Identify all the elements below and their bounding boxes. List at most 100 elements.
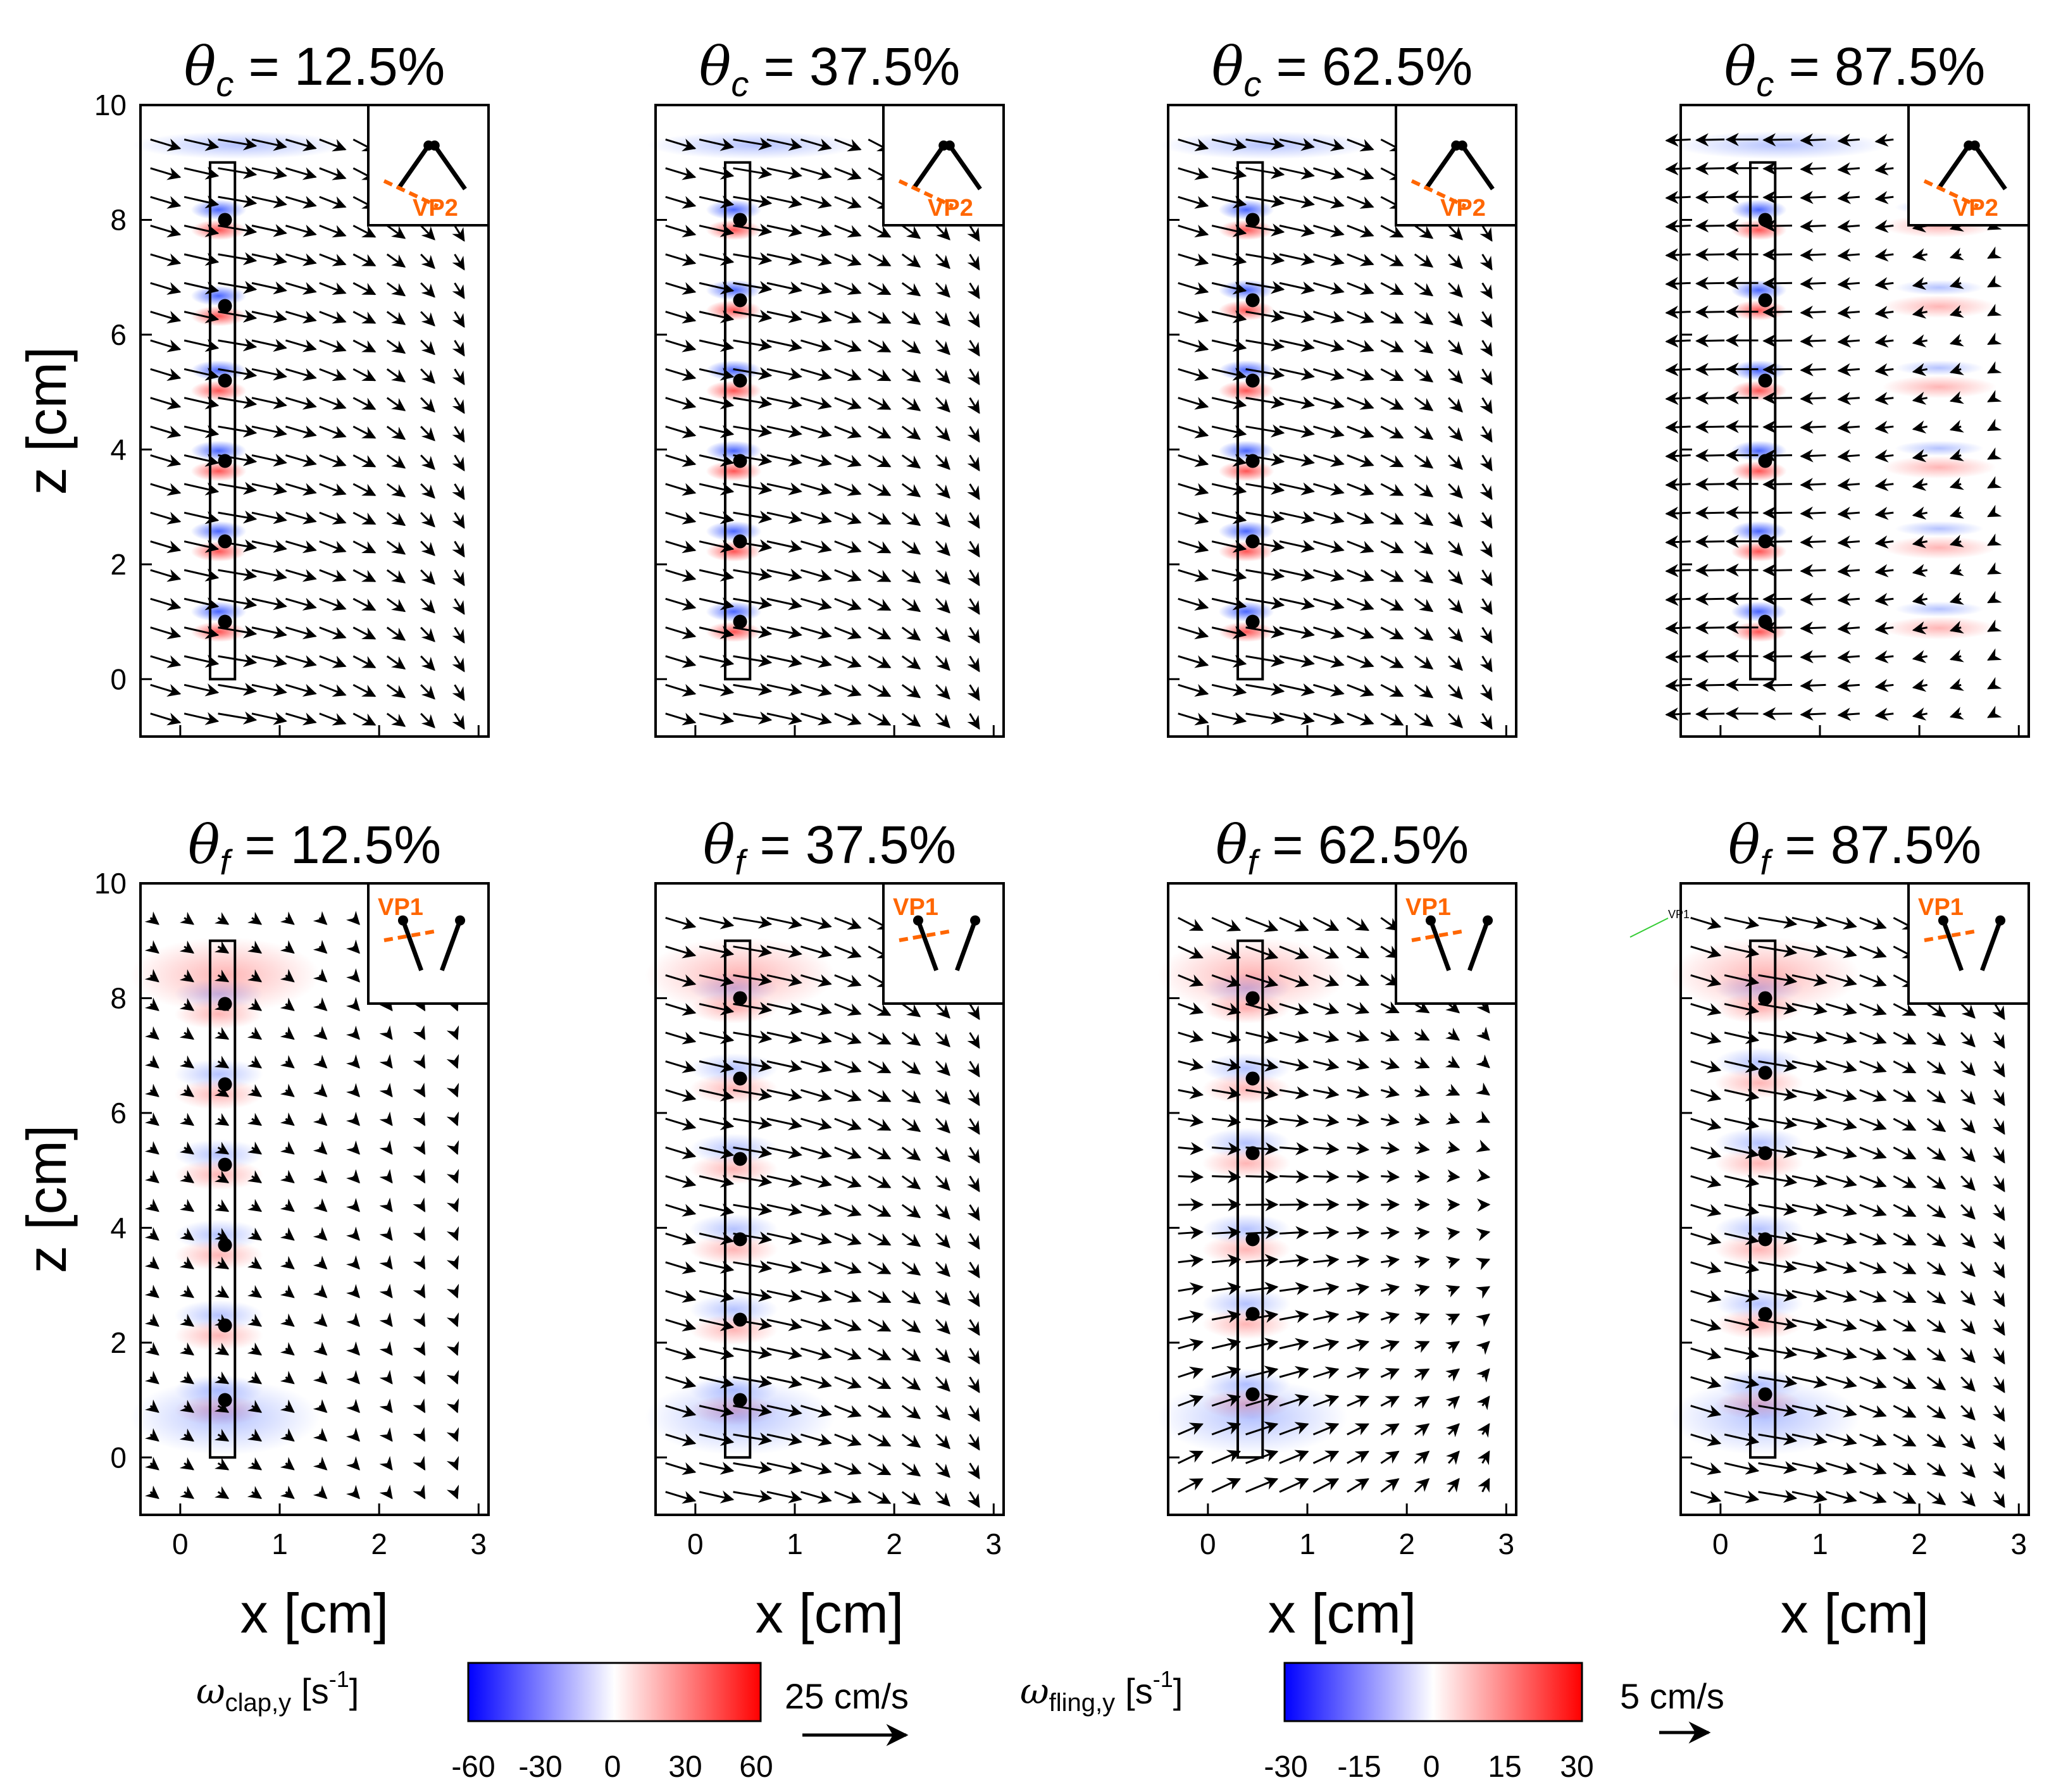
velocity-arrow <box>868 1319 892 1332</box>
velocity-arrow <box>1245 338 1285 352</box>
colorbar-fling-tick: 30 <box>1560 1750 1593 1784</box>
velocity-arrow <box>1279 1170 1309 1184</box>
vorticity-negative <box>1895 280 1984 296</box>
velocity-arrow <box>251 425 287 439</box>
velocity-arrow <box>285 282 317 295</box>
velocity-arrow <box>1211 540 1247 553</box>
y-tick-label: 10 <box>94 89 127 121</box>
velocity-arrow <box>935 598 950 614</box>
velocity-arrow <box>386 569 406 583</box>
velocity-arrow <box>1448 454 1463 470</box>
velocity-arrow <box>346 1284 361 1298</box>
velocity-arrow <box>1826 945 1857 959</box>
view-plane-label: VP1 <box>1405 894 1451 921</box>
velocity-arrow <box>1347 1114 1370 1127</box>
velocity-arrow <box>452 340 465 357</box>
velocity-arrow <box>319 196 347 209</box>
velocity-arrow <box>452 540 465 558</box>
x-axis-label: x [cm] <box>240 1582 389 1645</box>
velocity-arrow <box>144 1485 159 1500</box>
velocity-arrow <box>1758 1088 1798 1101</box>
velocity-arrow <box>285 339 317 352</box>
velocity-arrow <box>446 1369 459 1385</box>
velocity-arrow <box>420 311 435 327</box>
velocity-arrow <box>935 684 950 700</box>
velocity-arrow <box>1826 1204 1857 1217</box>
velocity-arrow <box>901 1175 921 1190</box>
velocity-arrow <box>1178 1002 1204 1015</box>
velocity-arrow <box>1414 511 1434 526</box>
velocity-arrow <box>379 1197 393 1212</box>
vorticity-negative <box>130 1379 320 1455</box>
velocity-arrow <box>346 1484 361 1500</box>
view-plane-label: VP2 <box>928 195 973 221</box>
velocity-arrow <box>1695 219 1725 233</box>
velocity-arrow <box>967 1405 980 1422</box>
velocity-arrow <box>247 1055 263 1069</box>
velocity-arrow <box>313 1399 328 1414</box>
velocity-arrow <box>901 1117 921 1133</box>
velocity-arrow <box>1874 190 1894 204</box>
velocity-arrow <box>446 1455 459 1471</box>
y-axis-label: z [cm] <box>15 347 78 495</box>
velocity-arrow <box>1837 535 1860 549</box>
velocity-arrow <box>1414 1283 1430 1297</box>
title-symbol: θ <box>184 35 216 97</box>
velocity-arrow <box>1178 1422 1204 1436</box>
panel-title: θc = 87.5% <box>1724 35 1986 104</box>
velocity-arrow <box>452 712 465 730</box>
velocity-arrow <box>1178 1226 1204 1240</box>
velocity-arrow <box>1178 511 1209 525</box>
vorticity-negative <box>1218 360 1274 381</box>
y-tick-label: 10 <box>94 867 127 900</box>
velocity-arrow <box>1724 1289 1760 1303</box>
velocity-arrow <box>1724 1462 1760 1475</box>
velocity-arrow <box>665 569 697 582</box>
velocity-arrow <box>800 1204 832 1217</box>
velocity-arrow <box>313 1226 328 1241</box>
velocity-arrow <box>280 1457 295 1471</box>
velocity-arrow <box>1445 1256 1460 1269</box>
velocity-arrow <box>1791 1145 1828 1159</box>
velocity-arrow <box>413 1025 426 1040</box>
velocity-arrow <box>868 339 892 353</box>
velocity-arrow <box>733 568 773 582</box>
velocity-arrow <box>699 425 735 439</box>
velocity-arrow <box>901 1347 921 1362</box>
velocity-arrow <box>1380 1085 1400 1098</box>
velocity-arrow <box>967 656 980 673</box>
bristle-dot <box>218 1157 232 1172</box>
velocity-arrow <box>214 1055 230 1069</box>
velocity-arrow <box>280 1285 295 1298</box>
velocity-arrow <box>346 1370 361 1384</box>
velocity-arrow <box>733 166 773 180</box>
velocity-arrow <box>1313 425 1345 439</box>
velocity-arrow <box>834 1462 862 1476</box>
velocity-arrow <box>280 1399 295 1413</box>
velocity-arrow <box>1414 253 1434 268</box>
vorticity-positive <box>1218 380 1274 401</box>
velocity-arrow <box>346 1083 361 1098</box>
velocity-arrow <box>1414 655 1434 670</box>
velocity-arrow <box>1178 1395 1204 1407</box>
velocity-arrow <box>1279 1450 1309 1464</box>
velocity-arrow <box>247 1198 263 1212</box>
velocity-arrow <box>1949 305 1964 318</box>
velocity-arrow <box>733 1059 773 1073</box>
velocity-field <box>150 137 465 730</box>
velocity-arrow <box>150 311 182 324</box>
velocity-arrow <box>313 1169 328 1184</box>
velocity-arrow <box>1800 621 1826 635</box>
velocity-arrow <box>935 368 950 384</box>
velocity-arrow <box>420 655 435 671</box>
velocity-arrow <box>1859 1146 1887 1160</box>
velocity-arrow <box>1893 1003 1917 1016</box>
velocity-arrow <box>1446 1169 1460 1183</box>
velocity-arrow <box>1874 707 1894 721</box>
velocity-arrow <box>413 1341 426 1356</box>
velocity-arrow <box>665 712 697 726</box>
inset-wing-schematic: VP2 <box>1395 104 1517 227</box>
bristle-dot <box>218 213 232 227</box>
velocity-arrow <box>346 1312 361 1328</box>
velocity-arrow <box>1665 564 1691 578</box>
